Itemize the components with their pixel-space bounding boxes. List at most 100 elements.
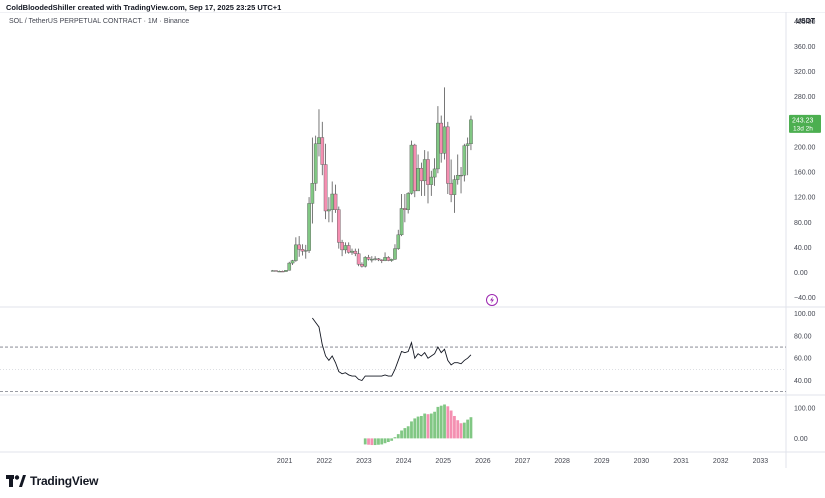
histogram-bar: [443, 404, 446, 439]
candle: [333, 193, 338, 210]
candle: [330, 193, 334, 210]
price-tick-label: 320.00: [794, 69, 816, 76]
histogram-bar: [423, 413, 427, 439]
histogram-bar: [390, 438, 394, 441]
histogram-bar: [439, 405, 443, 439]
candle: [346, 245, 351, 253]
candle: [373, 258, 377, 260]
candle: [280, 271, 285, 273]
time-tick-label: 2022: [316, 458, 332, 465]
price-tick-label: 400.00: [794, 19, 816, 26]
histogram-bar: [429, 413, 433, 439]
rsi-tick-label: 60.00: [794, 356, 812, 363]
histogram-bar: [426, 414, 430, 439]
currency-label: USDT: [796, 18, 816, 25]
time-tick-label: 2029: [594, 458, 610, 465]
time-tick-label: 2027: [515, 458, 531, 465]
price-tick-label: 280.00: [794, 94, 816, 101]
histogram-bar: [393, 437, 397, 439]
flash-icon: [486, 294, 498, 306]
histogram-bar: [373, 438, 377, 446]
candle: [340, 242, 344, 251]
rsi-line: [312, 317, 472, 382]
price-tick-label: −40.00: [794, 295, 816, 302]
time-tick-label: 2028: [554, 458, 570, 465]
candle: [284, 270, 288, 272]
last-price-label: 243.23: [792, 117, 814, 124]
candle: [360, 264, 364, 267]
time-tick-label: 2024: [396, 458, 412, 465]
histogram-bar: [377, 438, 380, 445]
histogram-bar: [469, 417, 473, 439]
tradingview-logo-icon[interactable]: [6, 475, 26, 487]
candle: [353, 250, 358, 254]
candle: [300, 249, 305, 252]
candle: [307, 203, 311, 251]
candle: [462, 145, 467, 176]
candle: [317, 137, 321, 145]
histogram-bar: [363, 438, 367, 445]
candle: [350, 250, 354, 253]
last-price-tag: [789, 114, 821, 133]
histogram-bar: [400, 430, 403, 439]
candle: [277, 271, 282, 273]
candle: [363, 257, 368, 267]
candle: [320, 137, 325, 165]
candle: [469, 119, 473, 145]
histogram-bar: [419, 415, 423, 439]
candle: [442, 126, 447, 154]
candle: [379, 259, 384, 261]
candle: [419, 168, 424, 182]
chart-area[interactable]: 400.00360.00320.00280.00240.00200.00160.…: [0, 12, 825, 468]
candle: [386, 257, 391, 261]
chart-canvas[interactable]: 400.00360.00320.00280.00240.00200.00160.…: [0, 12, 825, 468]
time-tick-label: 2026: [475, 458, 491, 465]
candle: [313, 143, 318, 184]
candle: [337, 209, 341, 243]
histogram-tick-label: 100.00: [794, 406, 816, 413]
histogram-bar: [453, 415, 456, 439]
time-tick-label: 2030: [634, 458, 650, 465]
candle: [403, 208, 407, 210]
candle: [446, 126, 450, 184]
candle: [449, 183, 453, 195]
histogram-bar: [410, 421, 413, 439]
histogram-bar: [386, 438, 390, 443]
histogram-bar: [449, 410, 453, 439]
histogram-bar: [456, 420, 460, 439]
histogram-bar: [413, 418, 417, 439]
candle: [436, 122, 440, 170]
candle: [370, 259, 374, 261]
candle: [393, 248, 397, 260]
candle: [406, 193, 410, 210]
price-tick-label: 0.00: [794, 270, 808, 277]
histogram-bar: [436, 406, 440, 439]
candle: [343, 245, 348, 251]
histogram-bar: [380, 438, 384, 445]
candle: [396, 234, 401, 249]
time-tick-label: 2023: [356, 458, 372, 465]
time-tick-label: 2025: [435, 458, 451, 465]
time-tick-label: 2032: [713, 458, 729, 465]
candle: [310, 183, 315, 204]
candle: [465, 143, 470, 146]
candle: [459, 174, 463, 177]
candle: [455, 174, 460, 180]
histogram-bar: [383, 438, 387, 444]
rsi-tick-label: 80.00: [794, 333, 812, 340]
candle: [429, 176, 434, 185]
chart-title: SOL / TetherUS PERPETUAL CONTRACT · 1M ·…: [9, 18, 190, 25]
candle: [409, 144, 414, 194]
histogram-bar: [466, 419, 470, 439]
footer: TradingView: [6, 474, 98, 488]
histogram-bar: [403, 428, 407, 439]
tradingview-brand[interactable]: TradingView: [30, 474, 99, 488]
histogram-bar: [367, 438, 370, 445]
candle: [432, 168, 437, 178]
candle: [399, 208, 404, 236]
candle: [287, 262, 292, 271]
candle: [327, 209, 331, 212]
histogram-bar: [370, 438, 374, 446]
flash-icon-bolt: [490, 296, 494, 304]
candle: [376, 258, 381, 261]
